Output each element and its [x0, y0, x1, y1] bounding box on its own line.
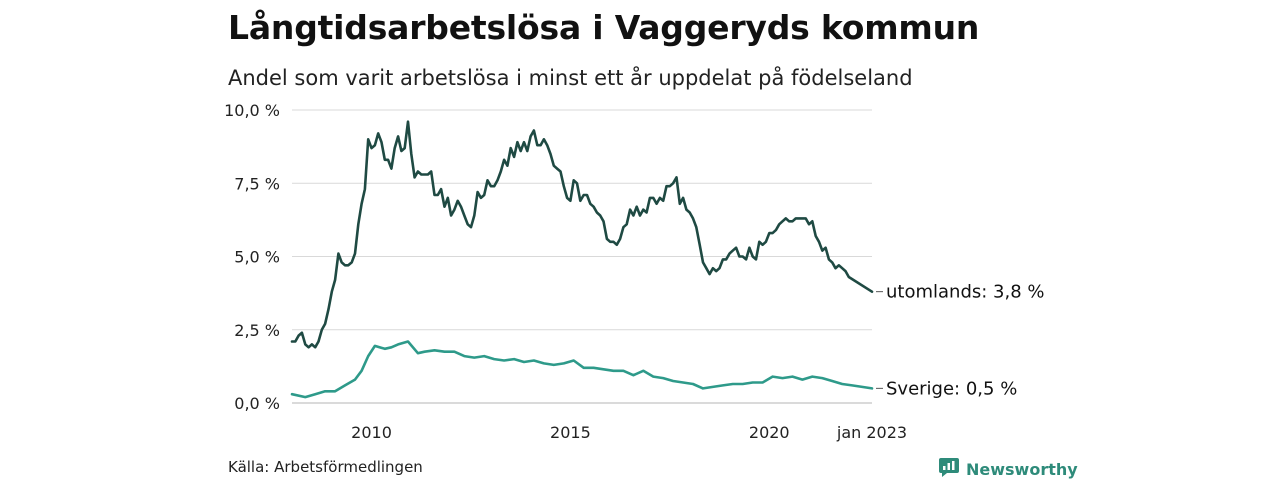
chart-subtitle: Andel som varit arbetslösa i minst ett å… — [228, 66, 913, 90]
series-line-sverige — [290, 340, 874, 399]
y-tick-label: 0,0 % — [234, 394, 280, 413]
x-axis-ticks: 2010 2015 2020 jan 2023 — [351, 423, 907, 442]
end-labels: utomlands: 3,8 % Sverige: 0,5 % — [876, 282, 1045, 399]
chart-title: Långtidsarbetslösa i Vaggeryds kommun — [228, 8, 980, 47]
series-lines — [290, 120, 874, 399]
x-tick-label: jan 2023 — [836, 423, 907, 442]
end-label-utomlands: utomlands: 3,8 % — [886, 282, 1045, 303]
x-tick-label: 2020 — [749, 423, 790, 442]
brand-name: Newsworthy — [966, 459, 1078, 479]
brand-logo[interactable]: Newsworthy — [938, 456, 1078, 482]
y-tick-label: 10,0 % — [224, 101, 280, 120]
gridlines — [292, 109, 872, 404]
y-tick-label: 7,5 % — [234, 174, 280, 193]
bar-chart-bubble-icon — [938, 456, 960, 482]
y-axis-ticks: 0,0 % 2,5 % 5,0 % 7,5 % 10,0 % — [224, 101, 280, 413]
x-tick-label: 2010 — [351, 423, 392, 442]
series-line-utomlands — [290, 120, 874, 349]
source-note: Källa: Arbetsförmedlingen — [228, 458, 423, 476]
end-label-sverige: Sverige: 0,5 % — [886, 378, 1017, 399]
y-tick-label: 2,5 % — [234, 321, 280, 340]
y-tick-label: 5,0 % — [234, 248, 280, 267]
x-tick-label: 2015 — [550, 423, 591, 442]
